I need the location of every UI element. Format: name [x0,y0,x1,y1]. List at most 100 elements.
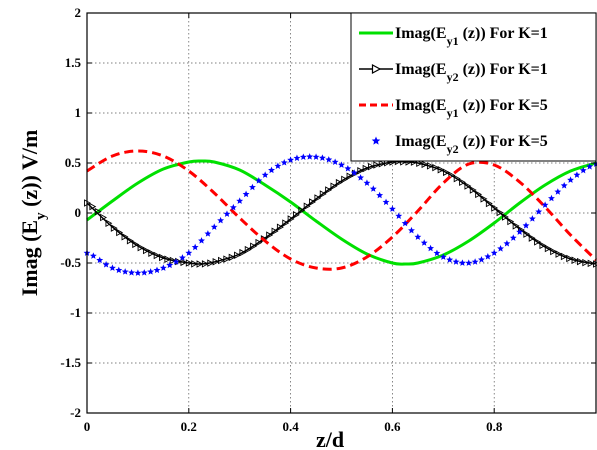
data-point [362,164,370,173]
data-point [576,257,584,266]
data-point [453,174,461,183]
data-point [560,252,568,261]
data-point [433,249,441,257]
data-point [528,234,536,242]
x-axis-label: z/d [316,427,344,450]
data-point [266,231,274,239]
data-point [544,244,552,253]
data-point [115,266,123,274]
data-point [318,154,326,161]
data-point [121,232,129,241]
data-point [346,172,354,181]
data-point [201,260,209,268]
data-point [298,206,306,215]
tick-layer: 0 0.2 0.4 0.6 0.8 -2 -1.5 -1 -0.5 0 0.5 1 1.5 2 [60,5,597,434]
data-point [142,246,150,255]
data-point [378,159,386,168]
data-point [464,182,472,190]
data-point [548,194,555,202]
y-tick-label: -1 [70,305,81,320]
data-point [148,249,156,257]
data-point [471,258,479,265]
data-point [236,197,244,204]
data-point [427,244,434,252]
data-point [102,261,110,268]
data-point [89,202,97,211]
data-point [217,256,225,265]
data-point [126,236,134,245]
legend-marker [371,64,382,74]
data-point [250,242,258,251]
data-point [110,224,118,232]
data-point [528,215,536,222]
series-line [86,159,597,266]
data-point [554,188,562,195]
data-point [287,215,295,223]
data-point [507,217,515,226]
data-point [164,255,172,263]
data-point [555,250,563,258]
data-point [509,234,517,241]
x-tick-label: 0.6 [384,419,401,434]
data-point [522,222,530,229]
x-tick-label: 0.4 [282,419,299,434]
legend-entry: Imag(Ey2 (z)) For K=5 [371,133,548,156]
data-point [582,258,590,267]
data-point [465,259,473,266]
data-point [459,178,466,186]
data-point [357,167,365,175]
data-point [426,162,434,170]
data-point [185,249,193,256]
data-point [228,253,236,262]
data-point [255,238,263,247]
data-point [271,227,279,236]
data-point [560,181,568,189]
data-point [539,241,547,250]
data-point [159,253,166,262]
data-point [448,171,456,180]
data-point [363,179,371,186]
data-point [325,156,333,163]
data-point [437,166,445,174]
data-point [282,219,290,227]
data-point [573,171,581,178]
data-point [382,198,390,206]
data-point [303,202,311,211]
data-point [350,169,358,176]
data-point [469,186,477,194]
data-point [541,201,549,208]
data-point [261,171,269,178]
data-point [331,158,339,165]
series-line [86,149,597,271]
data-point [153,266,161,274]
data-point [335,178,343,187]
legend-label: Imag(Ey2 (z)) For K=1 [395,61,548,84]
data-point [534,238,542,246]
data-point [204,230,212,237]
data-point [325,186,333,194]
data-point [480,195,488,203]
data-point [369,185,377,192]
data-point [550,247,558,256]
data-point [586,163,594,170]
data-point [490,249,498,256]
data-point [452,258,460,265]
data-point [179,254,186,261]
data-point [475,190,483,199]
x-tick-label: 0.2 [181,419,197,434]
data-point [299,153,307,160]
data-point [512,222,520,230]
data-point [420,239,428,246]
data-point [234,251,241,259]
data-point [312,153,320,160]
data-point [376,191,384,199]
series-2 [84,157,597,268]
data-point [128,269,135,276]
data-point [416,159,424,168]
data-point [223,255,231,263]
series-1 [86,159,597,266]
data-point [408,226,415,234]
data-point [212,257,220,266]
data-point [109,264,116,271]
x-tick-label: 0.8 [486,419,503,434]
